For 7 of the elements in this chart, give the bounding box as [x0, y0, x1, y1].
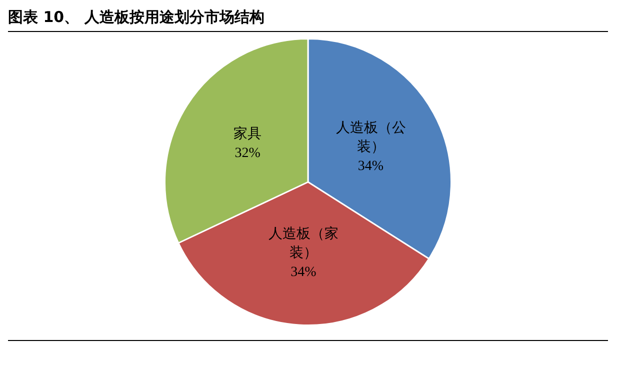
slice-label: 人造板（家装）	[268, 226, 339, 262]
chart-title: 图表 10、 人造板按用途划分市场结构	[8, 8, 266, 28]
data-label: 34%	[290, 265, 317, 280]
data-label: 32%	[234, 146, 261, 161]
slice-label: 家具	[234, 126, 262, 142]
slice-label: 人造板（公装）	[336, 120, 406, 156]
data-label: 34%	[358, 159, 384, 174]
